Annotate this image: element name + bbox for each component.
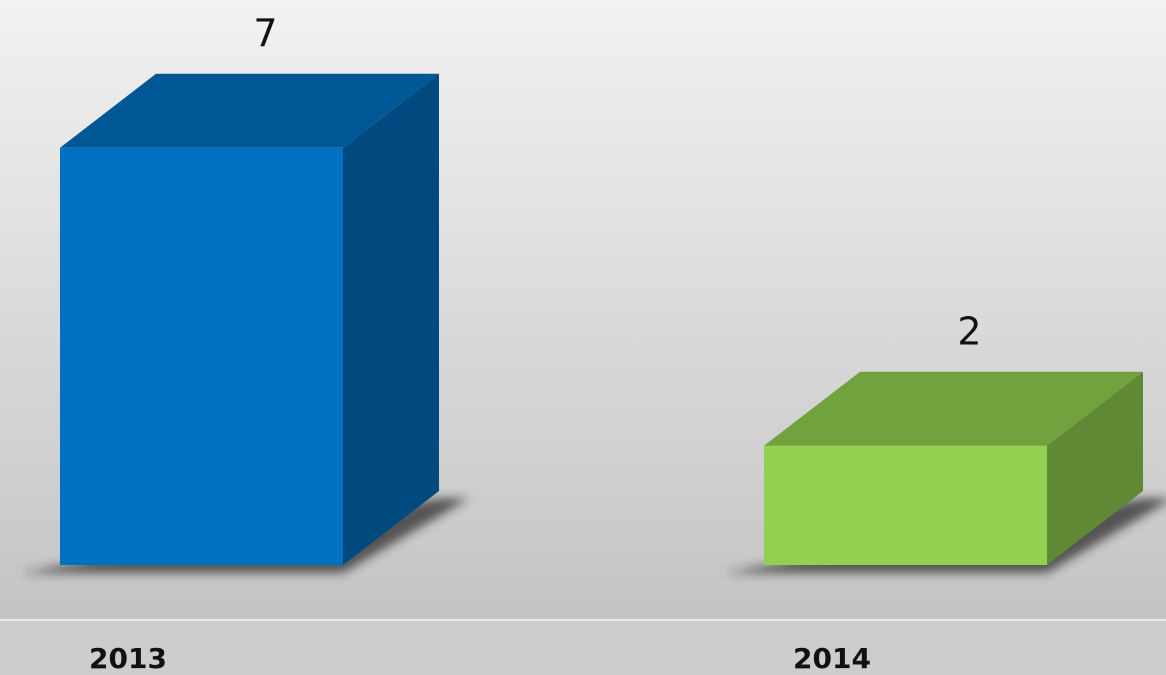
bar-top <box>764 371 1143 446</box>
bar <box>60 147 343 566</box>
bar-side <box>343 73 439 566</box>
bar <box>764 445 1047 565</box>
axis-band <box>0 620 1166 675</box>
x-tick-label: 2014 <box>793 642 871 675</box>
value-label: 2 <box>957 309 981 353</box>
x-tick-label: 2013 <box>89 642 167 675</box>
bar-top <box>60 73 439 148</box>
bar-side <box>1047 371 1143 565</box>
value-label: 7 <box>253 11 277 55</box>
